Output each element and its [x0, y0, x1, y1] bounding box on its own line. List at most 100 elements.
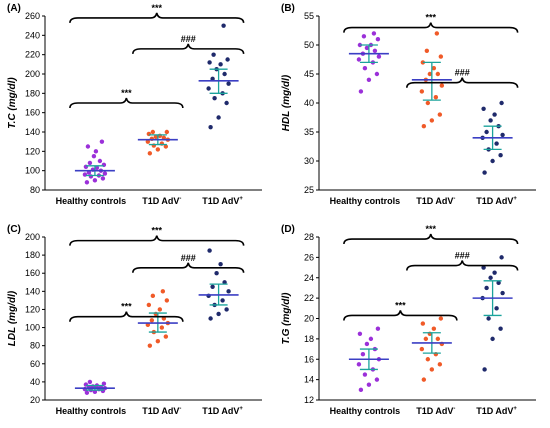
data-point	[492, 112, 497, 117]
y-tick-label: 200	[25, 232, 40, 242]
category-label-text: Healthy controls	[330, 406, 401, 416]
data-point	[484, 129, 489, 135]
data-point	[368, 336, 374, 342]
data-point	[498, 153, 503, 158]
y-tick-label: 18	[304, 334, 314, 344]
y-tick-label: 120	[25, 146, 40, 156]
comparison-brace	[343, 233, 519, 245]
y-tick-label: 40	[30, 377, 40, 387]
group-3	[472, 100, 513, 175]
data-point	[421, 124, 427, 129]
data-point	[361, 34, 367, 39]
data-point	[364, 341, 370, 347]
data-point	[207, 60, 212, 65]
category-label-text: T1D AdV	[476, 196, 513, 206]
y-tick-label: 14	[304, 375, 314, 385]
category-label: T1D AdV-	[416, 406, 455, 416]
comparison-brace	[69, 311, 184, 322]
panel-d: 12 14 16 18 20 22 24 26 28 T.G (mg/dl) (D) Healthy …	[281, 224, 536, 416]
data-point	[498, 326, 503, 331]
data-point	[153, 134, 159, 140]
data-point	[420, 60, 426, 65]
y-axis-label: LDL (mg/dl)	[7, 290, 18, 346]
data-point	[164, 298, 170, 303]
group-1	[348, 326, 389, 393]
category-superscript: -	[179, 406, 181, 412]
group-2	[411, 31, 452, 129]
data-point	[439, 83, 445, 88]
y-axis-label: T.G (mg/dl)	[281, 292, 292, 345]
panel-c: 20 40 60 80 100 120 140 160 180 200 LDL (mg/dl) (C)…	[7, 224, 262, 416]
data-point	[421, 377, 427, 382]
y-tick-label: 160	[25, 108, 40, 118]
data-point	[423, 336, 429, 342]
group-3	[198, 248, 239, 321]
y-tick-label: 16	[304, 354, 314, 364]
y-tick-label: 180	[25, 88, 40, 98]
data-point	[147, 343, 153, 348]
y-tick-label: 80	[30, 185, 40, 195]
panel-label: (B)	[281, 3, 295, 14]
data-point	[357, 42, 363, 48]
data-point	[374, 71, 380, 77]
data-point	[431, 66, 437, 71]
data-point	[160, 289, 166, 294]
comparison-brace	[406, 77, 519, 88]
y-tick-label: 180	[25, 250, 40, 260]
data-point	[366, 382, 372, 387]
data-point	[161, 135, 167, 140]
data-point	[500, 132, 505, 138]
group-1	[74, 139, 115, 185]
data-point	[91, 153, 97, 159]
significance-label: ***	[425, 224, 436, 234]
data-point	[434, 31, 440, 36]
y-tick-label: 140	[25, 127, 40, 137]
data-point	[374, 377, 380, 382]
data-point	[94, 165, 100, 170]
data-point	[146, 302, 152, 308]
data-point	[208, 316, 213, 321]
group-1	[348, 31, 389, 94]
y-tick-label: 26	[304, 252, 314, 262]
data-point	[84, 390, 90, 395]
data-point	[216, 311, 221, 317]
significance-label: ***	[151, 226, 162, 236]
data-point	[435, 336, 441, 342]
comparison-brace	[69, 12, 245, 24]
data-point	[225, 57, 230, 62]
data-point	[494, 141, 499, 146]
data-point	[429, 118, 435, 123]
category-superscript: +	[513, 406, 517, 412]
category-label: T1D AdV-	[142, 406, 181, 416]
data-point	[220, 298, 225, 303]
group-1	[74, 379, 115, 395]
data-point	[496, 280, 501, 286]
comparison-brace	[132, 43, 245, 54]
data-point	[157, 307, 163, 312]
y-tick-label: 50	[304, 40, 314, 50]
data-point	[147, 151, 153, 156]
data-point	[93, 149, 99, 154]
data-point	[101, 381, 107, 386]
comparison-brace	[69, 97, 184, 109]
data-point	[99, 139, 105, 144]
data-point	[482, 170, 487, 175]
data-point	[218, 62, 223, 67]
category-label-text: T1D AdV	[476, 406, 513, 416]
data-point	[419, 89, 425, 94]
y-tick-label: 40	[304, 98, 314, 108]
category-label-text: Healthy controls	[56, 406, 127, 416]
category-label: T1D AdV+	[202, 406, 243, 416]
y-tick-label: 22	[304, 293, 314, 303]
y-tick-label: 100	[25, 166, 40, 176]
group-2	[137, 129, 178, 156]
data-point	[92, 178, 98, 183]
data-point	[92, 389, 98, 395]
data-point	[437, 362, 443, 367]
y-tick-label: 240	[25, 30, 40, 40]
category-label: T1D AdV+	[476, 196, 517, 206]
y-axis-label: T.C (mg/dl)	[7, 77, 18, 129]
data-point	[222, 71, 227, 77]
data-point	[150, 129, 156, 135]
data-point	[222, 280, 227, 285]
